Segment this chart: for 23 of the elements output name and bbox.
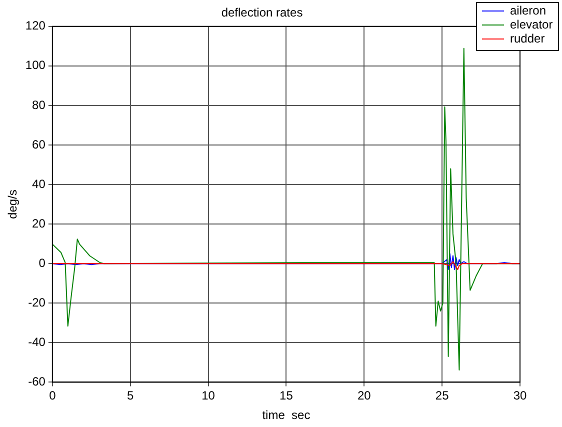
x-tick-label: 0 bbox=[49, 388, 56, 403]
x-tick-label: 15 bbox=[280, 388, 294, 403]
y-tick-label: -40 bbox=[28, 334, 46, 349]
y-tick-label: 60 bbox=[32, 137, 46, 152]
legend-label: rudder bbox=[510, 31, 545, 46]
y-tick-label: 20 bbox=[32, 216, 46, 230]
y-tick-label: 100 bbox=[25, 58, 46, 72]
y-tick-label: 80 bbox=[32, 98, 46, 112]
y-tick-label: -20 bbox=[28, 295, 46, 310]
y-tick-label: 40 bbox=[32, 176, 46, 191]
y-axis-title: deg/s bbox=[6, 190, 20, 219]
y-tick-label: 0 bbox=[38, 256, 46, 270]
x-tick-label: 25 bbox=[435, 388, 450, 403]
x-axis-title: time sec bbox=[262, 408, 310, 422]
chart-title: deflection rates bbox=[221, 6, 303, 20]
x-tick-label: 20 bbox=[357, 388, 372, 403]
y-tick-label: -60 bbox=[28, 374, 46, 389]
legend-label: aileron bbox=[510, 3, 546, 18]
x-tick-label: 5 bbox=[127, 388, 134, 403]
x-tick-label: 10 bbox=[202, 388, 216, 403]
x-tick-label: 30 bbox=[513, 388, 527, 403]
legend-label: elevator bbox=[510, 17, 553, 32]
y-tick-label: 120 bbox=[25, 18, 46, 33]
